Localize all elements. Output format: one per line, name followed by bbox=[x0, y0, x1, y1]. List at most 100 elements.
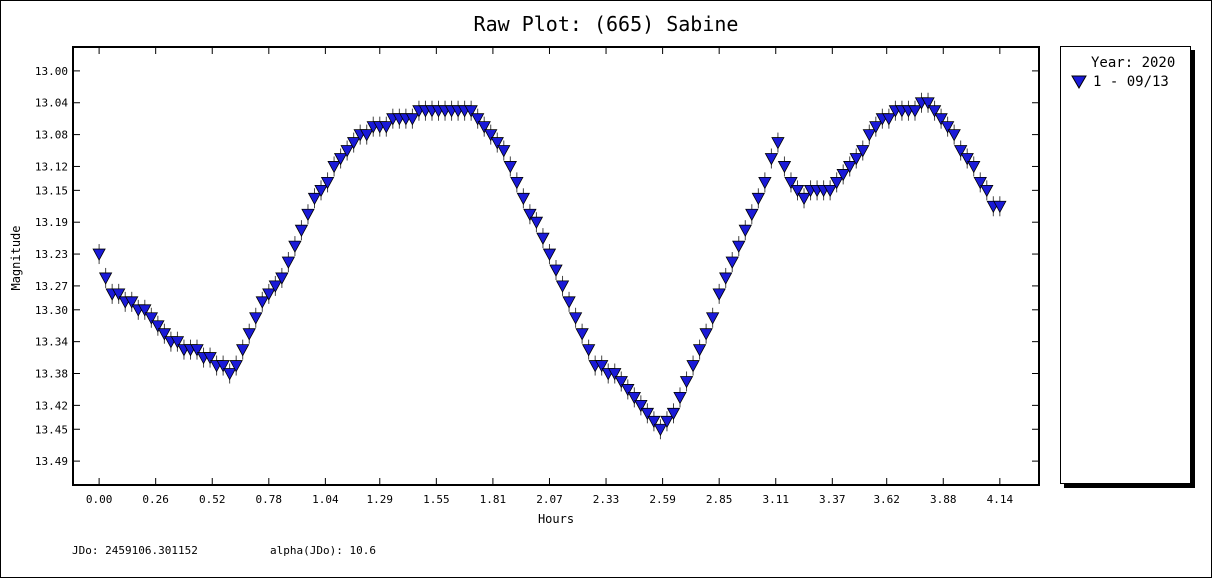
data-point bbox=[477, 121, 491, 134]
data-point bbox=[673, 391, 687, 405]
data-point bbox=[784, 176, 798, 190]
data-point bbox=[771, 137, 785, 150]
data-point bbox=[346, 137, 361, 150]
x-tick-label: 2.33 bbox=[593, 493, 620, 506]
x-tick-label: 0.78 bbox=[256, 493, 283, 506]
data-point bbox=[869, 121, 883, 134]
data-point bbox=[666, 407, 681, 421]
data-point bbox=[686, 360, 700, 373]
y-tick-label: 13.34 bbox=[35, 336, 68, 349]
data-point bbox=[581, 344, 596, 357]
legend-title: Year: 2020 bbox=[1091, 55, 1176, 71]
y-tick-label: 13.15 bbox=[35, 184, 68, 197]
data-point bbox=[980, 184, 994, 198]
data-point bbox=[927, 105, 942, 118]
x-tick-label: 2.59 bbox=[649, 493, 676, 506]
y-axis: 13.00 13.04 13.08 13.12 13.15 13.19 13.23 13.27… bbox=[35, 65, 1039, 468]
data-point bbox=[405, 113, 420, 126]
data-point bbox=[732, 240, 746, 253]
data-point bbox=[719, 272, 733, 285]
data-point bbox=[307, 192, 322, 206]
data-point bbox=[627, 391, 641, 405]
data-point bbox=[614, 376, 628, 389]
data-point bbox=[503, 161, 517, 174]
x-tick-label: 0.52 bbox=[199, 493, 226, 506]
alpha-readout: alpha(JDo): 10.6 bbox=[270, 544, 376, 557]
data-point bbox=[236, 344, 250, 357]
data-point bbox=[843, 161, 857, 174]
data-point bbox=[993, 200, 1007, 214]
data-point bbox=[484, 129, 498, 142]
x-tick-label: 1.81 bbox=[480, 493, 507, 506]
data-point bbox=[379, 121, 393, 134]
data-point bbox=[92, 248, 106, 261]
data-point bbox=[640, 407, 655, 421]
x-tick-label: 0.00 bbox=[86, 493, 113, 506]
x-tick-label: 1.04 bbox=[312, 493, 339, 506]
data-point bbox=[523, 208, 537, 222]
data-point bbox=[229, 360, 243, 373]
data-point bbox=[758, 176, 772, 190]
data-point bbox=[973, 176, 987, 190]
data-point bbox=[125, 296, 139, 309]
data-point bbox=[751, 192, 766, 206]
y-tick-label: 13.42 bbox=[35, 399, 68, 412]
data-point bbox=[549, 264, 563, 277]
data-point bbox=[340, 145, 354, 158]
data-point bbox=[216, 360, 230, 373]
data-point bbox=[836, 169, 850, 182]
data-point bbox=[471, 113, 485, 126]
x-tick-label: 3.11 bbox=[762, 493, 789, 506]
data-point bbox=[542, 248, 557, 261]
data-point bbox=[692, 344, 707, 357]
triangle-down-icon bbox=[1071, 75, 1087, 89]
data-point bbox=[151, 320, 165, 333]
chart-title: Raw Plot: (665) Sabine bbox=[474, 12, 739, 36]
legend: Year: 2020 1 - 09/13 bbox=[1060, 46, 1191, 484]
data-point bbox=[529, 216, 544, 230]
data-point bbox=[301, 208, 315, 222]
data-point bbox=[275, 272, 289, 285]
data-point bbox=[327, 161, 341, 174]
data-point bbox=[790, 184, 805, 198]
data-point bbox=[608, 368, 622, 381]
y-tick-label: 13.23 bbox=[35, 248, 68, 261]
data-point bbox=[360, 129, 374, 142]
data-point bbox=[954, 145, 968, 158]
data-point bbox=[203, 352, 217, 365]
data-point bbox=[562, 296, 576, 309]
data-point bbox=[823, 184, 837, 198]
legend-entry: 1 - 09/13 bbox=[1071, 74, 1169, 90]
data-point bbox=[712, 288, 726, 301]
data-point bbox=[725, 256, 739, 269]
x-tick-label: 3.37 bbox=[819, 493, 846, 506]
data-point bbox=[947, 129, 961, 142]
data-point bbox=[575, 328, 589, 341]
y-tick-label: 13.04 bbox=[35, 97, 68, 110]
y-tick-label: 13.19 bbox=[35, 216, 68, 229]
data-point bbox=[98, 272, 113, 285]
data-point bbox=[314, 184, 328, 198]
x-tick-label: 3.62 bbox=[873, 493, 900, 506]
data-point bbox=[510, 176, 524, 190]
data-point bbox=[934, 113, 948, 126]
data-point bbox=[555, 280, 570, 293]
data-point bbox=[138, 304, 152, 317]
x-tick-label: 4.14 bbox=[987, 493, 1014, 506]
data-point bbox=[170, 336, 185, 349]
legend-series-label: 1 - 09/13 bbox=[1093, 74, 1169, 90]
data-point bbox=[144, 312, 158, 325]
data-point bbox=[921, 97, 935, 110]
y-tick-label: 13.08 bbox=[35, 129, 68, 142]
data-point bbox=[856, 145, 870, 158]
data-point bbox=[242, 328, 256, 341]
data-point bbox=[190, 344, 204, 357]
data-point bbox=[653, 423, 668, 437]
data-point bbox=[940, 121, 955, 134]
data-point bbox=[536, 232, 550, 245]
y-tick-label: 13.12 bbox=[35, 160, 68, 173]
data-point bbox=[294, 224, 309, 237]
data-point bbox=[268, 280, 283, 293]
x-axis-label: Hours bbox=[538, 512, 574, 526]
data-point bbox=[516, 192, 531, 206]
